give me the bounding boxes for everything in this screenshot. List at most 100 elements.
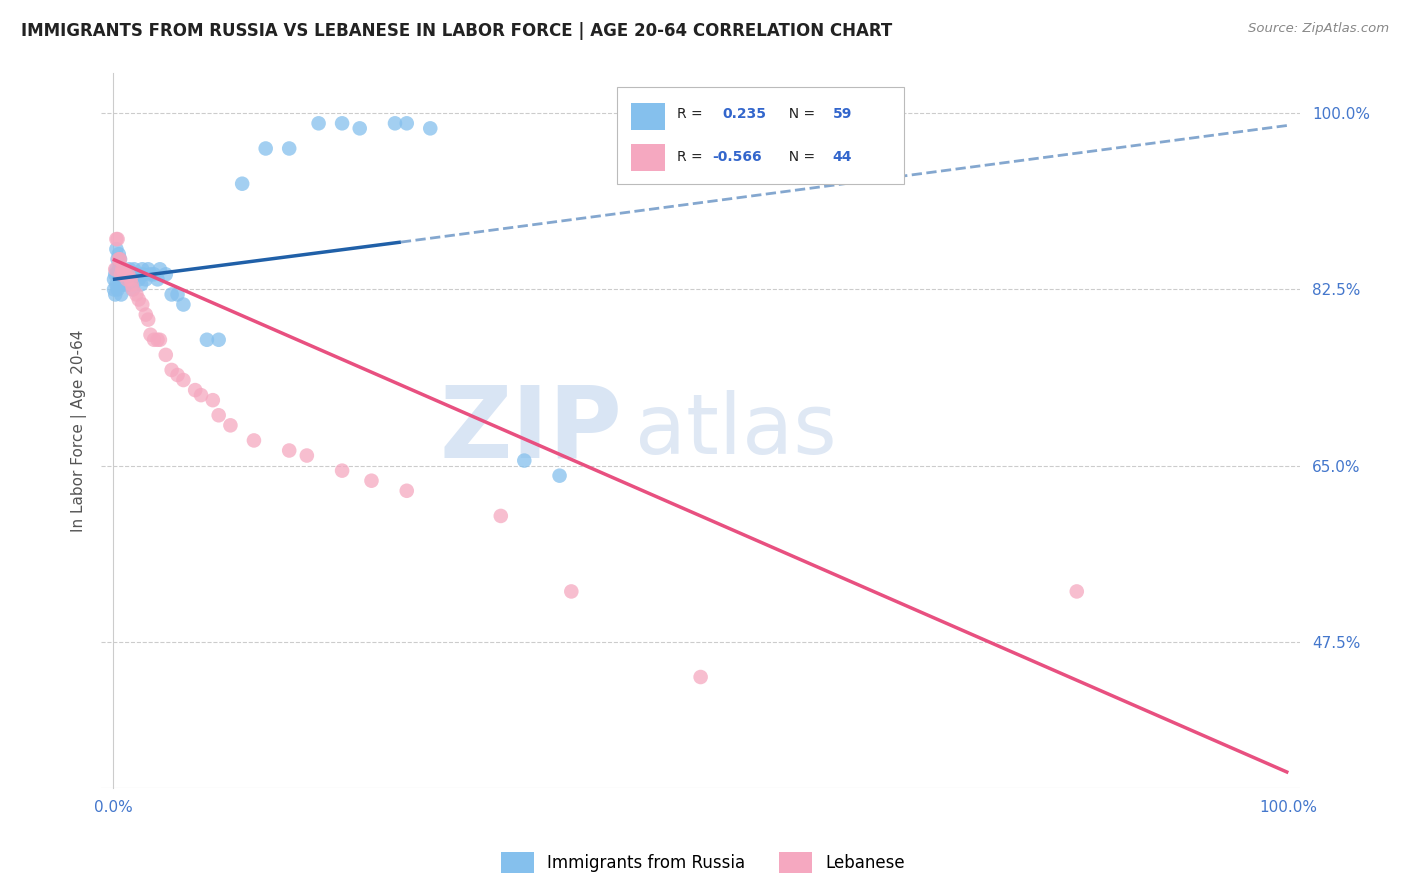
Point <box>201 393 224 408</box>
Point <box>1066 584 1088 599</box>
Point <box>155 268 177 282</box>
Point <box>108 252 131 267</box>
Point <box>111 262 134 277</box>
Point <box>395 483 418 498</box>
Point <box>254 141 277 155</box>
Text: R =: R = <box>676 150 707 163</box>
Point <box>208 409 231 423</box>
Point <box>143 268 166 282</box>
Point <box>112 268 135 282</box>
Point <box>166 368 188 382</box>
Point <box>208 333 231 347</box>
Point <box>149 262 172 277</box>
Point <box>115 272 138 286</box>
Point <box>160 287 183 301</box>
Point <box>108 252 131 267</box>
Point <box>139 268 162 282</box>
Point <box>125 287 148 301</box>
Point <box>689 670 711 684</box>
Point <box>548 468 571 483</box>
Point <box>146 272 169 286</box>
Point <box>136 262 159 277</box>
Point <box>121 282 143 296</box>
Point <box>190 388 212 402</box>
Point <box>384 116 406 130</box>
Point <box>513 453 536 467</box>
Legend: Immigrants from Russia, Lebanese: Immigrants from Russia, Lebanese <box>494 846 912 880</box>
Point <box>104 287 127 301</box>
Point <box>114 268 136 282</box>
Text: IMMIGRANTS FROM RUSSIA VS LEBANESE IN LABOR FORCE | AGE 20-64 CORRELATION CHART: IMMIGRANTS FROM RUSSIA VS LEBANESE IN LA… <box>21 22 893 40</box>
Point <box>195 333 218 347</box>
Point <box>131 262 153 277</box>
Point <box>121 282 143 296</box>
Point <box>166 287 188 301</box>
Point <box>146 333 169 347</box>
Point <box>243 434 266 448</box>
Point <box>135 308 157 322</box>
Point <box>105 242 128 256</box>
Point <box>219 418 242 433</box>
Point <box>184 383 207 397</box>
Point <box>131 297 153 311</box>
Point <box>107 262 129 277</box>
Text: R =: R = <box>676 107 711 121</box>
Point <box>107 252 129 267</box>
Point <box>136 312 159 326</box>
Point <box>172 297 194 311</box>
Point <box>115 268 138 282</box>
Point <box>278 141 301 155</box>
Point <box>114 268 136 282</box>
FancyBboxPatch shape <box>617 87 904 184</box>
Text: N =: N = <box>780 150 820 163</box>
Point <box>231 177 253 191</box>
Point <box>107 268 129 282</box>
Point <box>308 116 330 130</box>
Point <box>111 277 134 292</box>
Point <box>135 272 157 286</box>
Text: N =: N = <box>780 107 820 121</box>
Point <box>114 277 136 292</box>
Point <box>117 277 139 292</box>
Point <box>111 262 134 277</box>
Point <box>489 508 512 523</box>
Point <box>112 262 135 277</box>
Point <box>560 584 582 599</box>
Point <box>105 277 128 292</box>
Point <box>110 268 132 282</box>
Point <box>103 282 125 296</box>
Point <box>128 272 150 286</box>
FancyBboxPatch shape <box>631 103 665 130</box>
Point <box>107 272 129 286</box>
Point <box>149 333 172 347</box>
Point <box>295 449 318 463</box>
Point <box>105 262 128 277</box>
Point <box>395 116 418 130</box>
Point <box>110 287 132 301</box>
Point <box>120 268 142 282</box>
Point <box>105 232 128 246</box>
Point <box>172 373 194 387</box>
Point <box>122 262 145 277</box>
Point <box>117 268 139 282</box>
Text: 59: 59 <box>832 107 852 121</box>
Text: 0.235: 0.235 <box>723 107 766 121</box>
Point <box>330 116 353 130</box>
Point <box>107 252 129 267</box>
Point <box>419 121 441 136</box>
Point <box>104 262 127 277</box>
Point <box>114 272 136 286</box>
Point <box>107 232 129 246</box>
Point <box>121 277 143 292</box>
Point <box>108 268 131 282</box>
Point <box>103 272 125 286</box>
Text: atlas: atlas <box>634 390 837 471</box>
Point <box>155 348 177 362</box>
Point <box>160 363 183 377</box>
Y-axis label: In Labor Force | Age 20-64: In Labor Force | Age 20-64 <box>72 329 87 532</box>
Point <box>349 121 371 136</box>
Point <box>132 268 155 282</box>
Point <box>129 277 152 292</box>
Text: 44: 44 <box>832 150 852 163</box>
Point <box>360 474 382 488</box>
